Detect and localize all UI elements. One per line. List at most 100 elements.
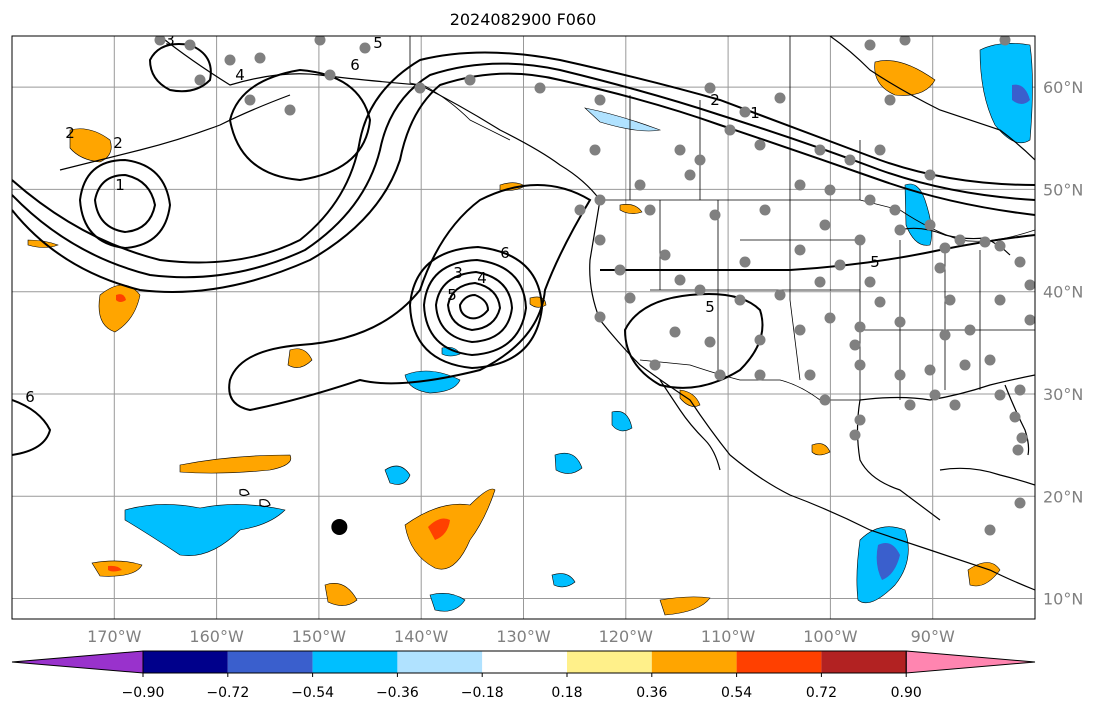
contour-low-2 bbox=[446, 281, 502, 332]
canada-province-borders bbox=[629, 36, 861, 200]
station-dot bbox=[314, 36, 326, 46]
station-dot bbox=[814, 144, 826, 156]
contour-low-4 bbox=[422, 258, 528, 357]
contour-low-1 bbox=[458, 293, 490, 320]
colorbar-tick-label: 0.36 bbox=[636, 685, 667, 701]
station-dot bbox=[694, 154, 706, 166]
contour-label: 1 bbox=[115, 176, 125, 194]
contour-label: 4 bbox=[235, 66, 245, 84]
station-dot bbox=[924, 169, 936, 181]
orange-area-small-2 bbox=[287, 348, 313, 368]
station-dot bbox=[849, 429, 861, 441]
station-dot bbox=[324, 69, 336, 81]
station-dot bbox=[864, 194, 876, 206]
station-dot bbox=[929, 389, 941, 401]
colorbar-segment bbox=[312, 651, 398, 673]
colorbar-segment bbox=[567, 651, 652, 673]
station-dot bbox=[574, 204, 586, 216]
station-dot bbox=[854, 359, 866, 371]
contour-high-1 bbox=[12, 51, 1035, 264]
station-dot bbox=[1016, 432, 1028, 444]
alaska-canada-border bbox=[409, 36, 511, 141]
west-coast bbox=[589, 199, 1035, 591]
station-dot bbox=[904, 399, 916, 411]
blue-area-small-3 bbox=[611, 411, 633, 432]
page-title: 2024082900 F060 bbox=[449, 10, 597, 29]
contour-label: 5 bbox=[447, 286, 457, 304]
darkblue-anomaly-areas bbox=[876, 84, 1030, 580]
station-dot bbox=[594, 194, 606, 206]
station-dot bbox=[724, 124, 736, 136]
colorbar-tick-label: 0.18 bbox=[551, 685, 582, 701]
station-dot bbox=[704, 336, 716, 348]
station-dot bbox=[894, 224, 906, 236]
station-dot bbox=[959, 359, 971, 371]
colorbar-segment bbox=[736, 651, 822, 673]
station-dot bbox=[594, 311, 606, 323]
orange-area-pac-s bbox=[659, 596, 711, 616]
station-dot bbox=[244, 94, 256, 106]
lat-tick-label: 30°N bbox=[1043, 385, 1083, 404]
contour-label: 6 bbox=[350, 56, 360, 74]
station-dot bbox=[984, 354, 996, 366]
blue-area-small-1 bbox=[384, 465, 411, 485]
lon-tick-label: 130°W bbox=[496, 627, 551, 646]
colorbar: −0.90 −0.72 −0.54 −0.36 −0.18 0.18 0.36 0.54 0.7… bbox=[11, 650, 1036, 701]
station-dot bbox=[759, 204, 771, 216]
colorbar-segment bbox=[651, 651, 737, 673]
red-anomaly-areas bbox=[108, 294, 450, 572]
lat-tick-label: 60°N bbox=[1043, 78, 1083, 97]
orange-area-gulf-ca bbox=[679, 389, 701, 407]
lon-tick-label: 90°W bbox=[911, 627, 955, 646]
lat-tick-label: 50°N bbox=[1043, 180, 1083, 199]
hawaii-island-2 bbox=[239, 488, 250, 497]
contour-label: 5 bbox=[870, 253, 880, 271]
station-dot bbox=[939, 329, 951, 341]
station-dot bbox=[754, 334, 766, 346]
station-dot bbox=[994, 389, 1006, 401]
coastlines bbox=[59, 36, 1035, 591]
station-dot bbox=[874, 296, 886, 308]
colorbar-tick-label: −0.36 bbox=[376, 685, 419, 701]
blue-area-alaska-gulf bbox=[584, 107, 662, 132]
station-dot bbox=[694, 284, 706, 296]
station-dot bbox=[739, 256, 751, 268]
station-dot bbox=[464, 74, 476, 86]
lon-tick-label: 150°W bbox=[292, 627, 347, 646]
station-dot bbox=[814, 276, 826, 288]
contour-label: 2 bbox=[113, 134, 123, 152]
station-dot bbox=[184, 39, 196, 51]
station-dot bbox=[1024, 279, 1035, 291]
contour-label: 1 bbox=[750, 104, 760, 122]
station-dot bbox=[669, 326, 681, 338]
station-dot bbox=[674, 274, 686, 286]
lon-tick-label: 110°W bbox=[701, 627, 756, 646]
colorbar-tick-label: −0.90 bbox=[122, 685, 165, 701]
station-dot bbox=[1012, 444, 1024, 456]
contour-loop-nw2 bbox=[148, 43, 212, 93]
colorbar-tick-label: −0.54 bbox=[291, 685, 334, 701]
station-dot bbox=[874, 144, 886, 156]
contour-high-3 bbox=[12, 72, 1035, 293]
station-markers bbox=[154, 36, 1035, 536]
station-dot bbox=[624, 292, 636, 304]
contour-two-large bbox=[228, 184, 592, 412]
orange-area-nw bbox=[69, 128, 112, 163]
blue-area-hudson bbox=[979, 43, 1033, 144]
contour-label: 2 bbox=[65, 124, 75, 142]
station-dot bbox=[614, 264, 626, 276]
station-dot bbox=[939, 242, 951, 254]
station-dot bbox=[754, 139, 766, 151]
orange-anomaly-areas bbox=[27, 60, 1001, 616]
contour-label: 2 bbox=[710, 91, 720, 109]
station-dot bbox=[854, 234, 866, 246]
contour-label: 6 bbox=[500, 244, 510, 262]
station-dot bbox=[594, 94, 606, 106]
station-dot bbox=[844, 154, 856, 166]
blue-area-hawaii bbox=[124, 504, 286, 556]
blue-area-small-6 bbox=[441, 346, 461, 357]
station-dot bbox=[994, 240, 1006, 252]
colorbar-frame bbox=[142, 650, 907, 674]
